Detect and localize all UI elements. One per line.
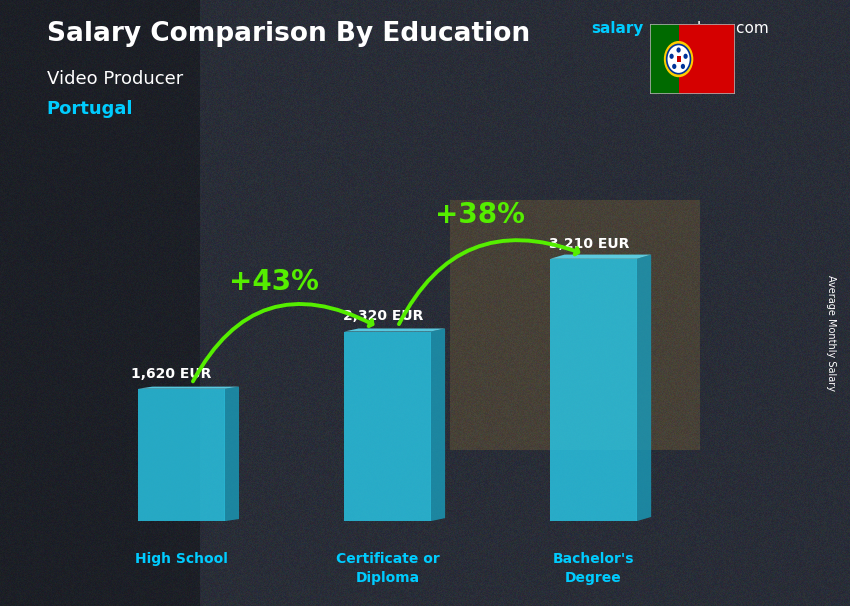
Text: +43%: +43% [230, 268, 319, 296]
Circle shape [681, 64, 685, 69]
Polygon shape [344, 328, 445, 331]
Text: Certificate or
Diploma: Certificate or Diploma [336, 552, 439, 585]
Text: Salary Comparison By Education: Salary Comparison By Education [47, 21, 530, 47]
Bar [677, 56, 681, 62]
Circle shape [683, 54, 688, 59]
Text: 2,320 EUR: 2,320 EUR [343, 309, 423, 324]
Bar [550, 259, 637, 521]
Circle shape [677, 47, 681, 53]
Circle shape [666, 44, 690, 74]
Bar [138, 388, 224, 521]
Polygon shape [637, 255, 651, 521]
Circle shape [664, 41, 694, 77]
Text: explorer.com: explorer.com [669, 21, 768, 36]
Text: Average Monthly Salary: Average Monthly Salary [826, 275, 836, 391]
Text: 3,210 EUR: 3,210 EUR [549, 236, 630, 251]
Bar [344, 331, 431, 521]
Circle shape [672, 64, 677, 69]
Text: Portugal: Portugal [47, 100, 133, 118]
Bar [678, 24, 735, 94]
Text: +38%: +38% [435, 201, 525, 228]
Circle shape [670, 54, 674, 59]
Text: Bachelor's
Degree: Bachelor's Degree [552, 552, 634, 585]
Text: salary: salary [591, 21, 643, 36]
Bar [650, 24, 678, 94]
Text: High School: High School [135, 552, 228, 566]
Polygon shape [431, 328, 445, 521]
Text: 1,620 EUR: 1,620 EUR [131, 367, 211, 381]
Polygon shape [138, 387, 239, 388]
Text: Video Producer: Video Producer [47, 70, 183, 88]
Polygon shape [224, 387, 239, 521]
Polygon shape [550, 255, 651, 259]
